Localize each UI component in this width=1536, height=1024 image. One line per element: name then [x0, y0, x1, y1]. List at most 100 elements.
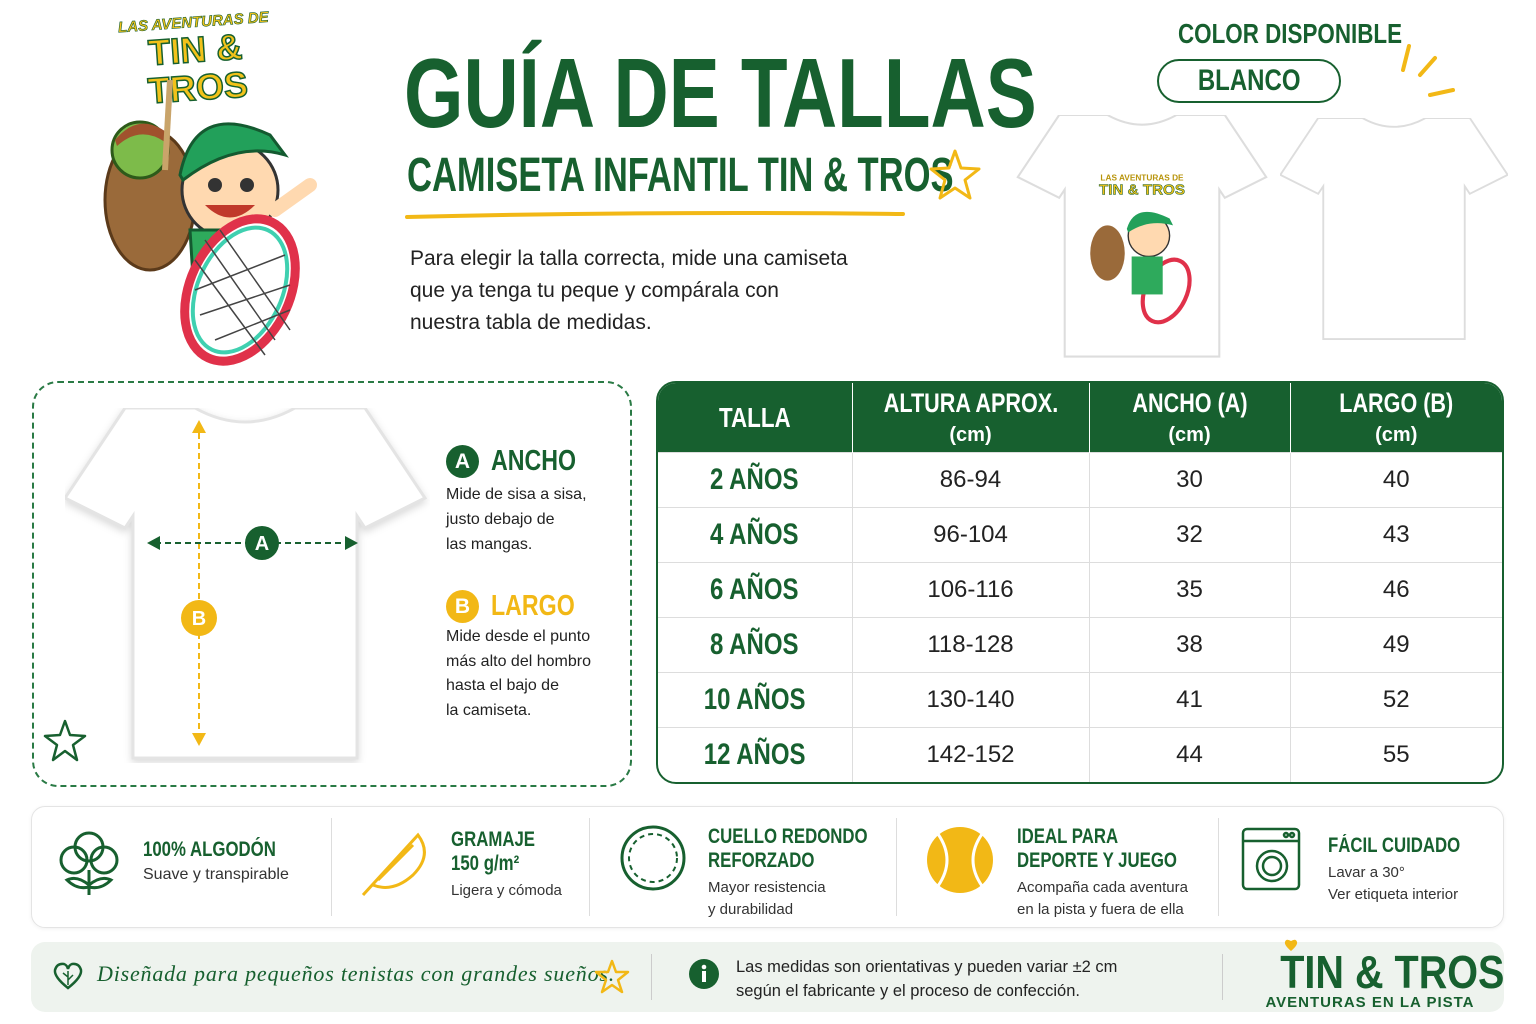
table-cell: 40: [1290, 452, 1502, 508]
badge: B: [446, 590, 479, 623]
cell-value: 96-104: [933, 521, 1008, 548]
table-cell: 38: [1089, 617, 1291, 673]
table-cell: 30: [1089, 452, 1291, 508]
table-cell: 142-152: [852, 727, 1090, 782]
table-row: 12 AÑOS 142-152 44 55: [658, 727, 1502, 782]
column-title-wrap: LARGO (B): [1339, 388, 1453, 419]
table-cell: 35: [1089, 562, 1291, 618]
divider: [331, 818, 332, 916]
divider: [1222, 954, 1223, 1000]
table-cell: 49: [1290, 617, 1502, 673]
brand-tagline: AVENTURAS EN LA PISTA: [1265, 994, 1475, 1011]
column-header: TALLA: [658, 383, 853, 453]
table-cell: 32: [1089, 507, 1291, 563]
color-label: COLOR DISPONIBLE: [1178, 18, 1403, 49]
title-wrap: GUÍA DE TALLAS: [404, 38, 1215, 148]
color-label-wrap: COLOR DISPONIBLE: [1150, 18, 1402, 50]
size-label: 4 AÑOS: [710, 518, 799, 551]
title: GUÍA DE TALLAS: [404, 38, 1037, 148]
note-line: según el fabricante y el proceso de conf…: [736, 982, 1080, 1000]
feature-desc: Suave y transpirable: [143, 866, 289, 883]
color-pill: BLANCO: [1157, 59, 1341, 103]
note: Las medidas son orientativas y pueden va…: [736, 955, 1117, 1003]
table-cell: 43: [1290, 507, 1502, 563]
measure-panel: [32, 381, 632, 787]
table-cell: 86-94: [852, 452, 1090, 508]
size-wrap: 4 AÑOS: [711, 518, 799, 552]
intro-line: Para elegir la talla correcta, mide una …: [410, 247, 848, 270]
cotton-icon: [59, 831, 119, 895]
size-wrap: 8 AÑOS: [711, 628, 799, 662]
feature-title: 150 g/m²: [451, 852, 520, 875]
feature-desc: Ver etiqueta interior: [1328, 886, 1459, 903]
table-row: 6 AÑOS 106-116 35 46: [658, 562, 1502, 618]
feature: 100% ALGODÓN Suave y transpirable: [143, 838, 309, 886]
star-icon: [43, 719, 87, 762]
column-title-wrap: ANCHO (A): [1132, 388, 1247, 419]
measure-desc: las mangas.: [446, 536, 533, 553]
table-cell: 2 AÑOS: [658, 452, 853, 508]
mascot-illustration: [103, 80, 317, 366]
measure-item: B LARGO Mide desde el punto más alto del…: [446, 590, 596, 723]
feather-icon: [361, 832, 426, 897]
feature-title: IDEAL PARA: [1017, 825, 1119, 848]
feature: GRAMAJE 150 g/m² Ligera y cómoda: [451, 828, 562, 902]
intro: Para elegir la talla correcta, mide una …: [410, 243, 848, 339]
features-bar: [31, 806, 1504, 928]
column-title: ANCHO (A): [1131, 387, 1248, 418]
table-cell: 6 AÑOS: [658, 562, 853, 618]
measure-desc: la camiseta.: [446, 701, 532, 719]
table-row: 8 AÑOS 118-128 38 49: [658, 617, 1502, 673]
table: TALLA ALTURA APROX. (cm) ANCHO (A) (cm) LARGO…: [658, 383, 1502, 782]
column-title: ALTURA APROX.: [883, 387, 1058, 418]
cell-value: 38: [1176, 631, 1203, 658]
cell-value: 49: [1382, 631, 1410, 658]
column-unit: (cm): [949, 423, 992, 446]
column-title: TALLA: [718, 401, 791, 433]
underline-star: [405, 211, 905, 219]
shirt-diagram: A B: [65, 408, 427, 760]
badge-label: A: [255, 533, 269, 555]
measure-item: A ANCHO Mide de sisa a sisa, justo debaj…: [446, 445, 597, 557]
cell-value: 106-116: [927, 576, 1014, 603]
size-label: 10 AÑOS: [703, 683, 806, 716]
badge: A: [446, 445, 479, 478]
table-cell: 55: [1290, 727, 1502, 782]
size-label: 2 AÑOS: [710, 463, 799, 496]
column-header: ALTURA APROX. (cm): [852, 383, 1090, 453]
table-row: 4 AÑOS 96-104 32 43: [658, 507, 1502, 563]
table-cell: 12 AÑOS: [658, 727, 853, 782]
brand: TIN & TROS: [1280, 946, 1505, 998]
measure-title: LARGO: [491, 590, 575, 622]
size-label: 6 AÑOS: [710, 573, 799, 606]
table-cell: 96-104: [852, 507, 1090, 563]
table-row: 2 AÑOS 86-94 30 40: [658, 452, 1502, 508]
size-label: 12 AÑOS: [703, 738, 806, 771]
measure-desc: justo debajo de: [446, 511, 555, 528]
badge-label: B: [192, 608, 206, 630]
table-cell: 106-116: [852, 562, 1090, 618]
column-title: LARGO (B): [1339, 387, 1454, 418]
info-icon: [689, 959, 719, 989]
table-cell: 4 AÑOS: [658, 507, 853, 563]
column-header: LARGO (B) (cm): [1290, 383, 1502, 453]
cell-value: 86-94: [939, 466, 1002, 493]
intro-line: que ya tenga tu peque y compárala con: [410, 279, 779, 302]
cell-value: 40: [1382, 466, 1410, 493]
table-row: 10 AÑOS 130-140 41 52: [658, 672, 1502, 728]
cell-value: 30: [1176, 466, 1203, 493]
size-wrap: 2 AÑOS: [711, 463, 799, 497]
cell-value: 44: [1176, 741, 1203, 768]
measure-title: ANCHO: [491, 445, 577, 477]
collar-icon: [620, 825, 686, 891]
cell-value: 118-128: [927, 631, 1014, 658]
size-label: 8 AÑOS: [710, 628, 799, 661]
cell-value: 35: [1176, 576, 1203, 603]
subtitle: CAMISETA INFANTIL TIN & TROS: [407, 149, 954, 202]
cell-value: 32: [1176, 521, 1203, 548]
measure-desc: hasta el bajo de: [446, 677, 559, 694]
cell-value: 41: [1176, 686, 1203, 713]
table-cell: 118-128: [852, 617, 1090, 673]
cell-value: 130-140: [926, 686, 1015, 713]
